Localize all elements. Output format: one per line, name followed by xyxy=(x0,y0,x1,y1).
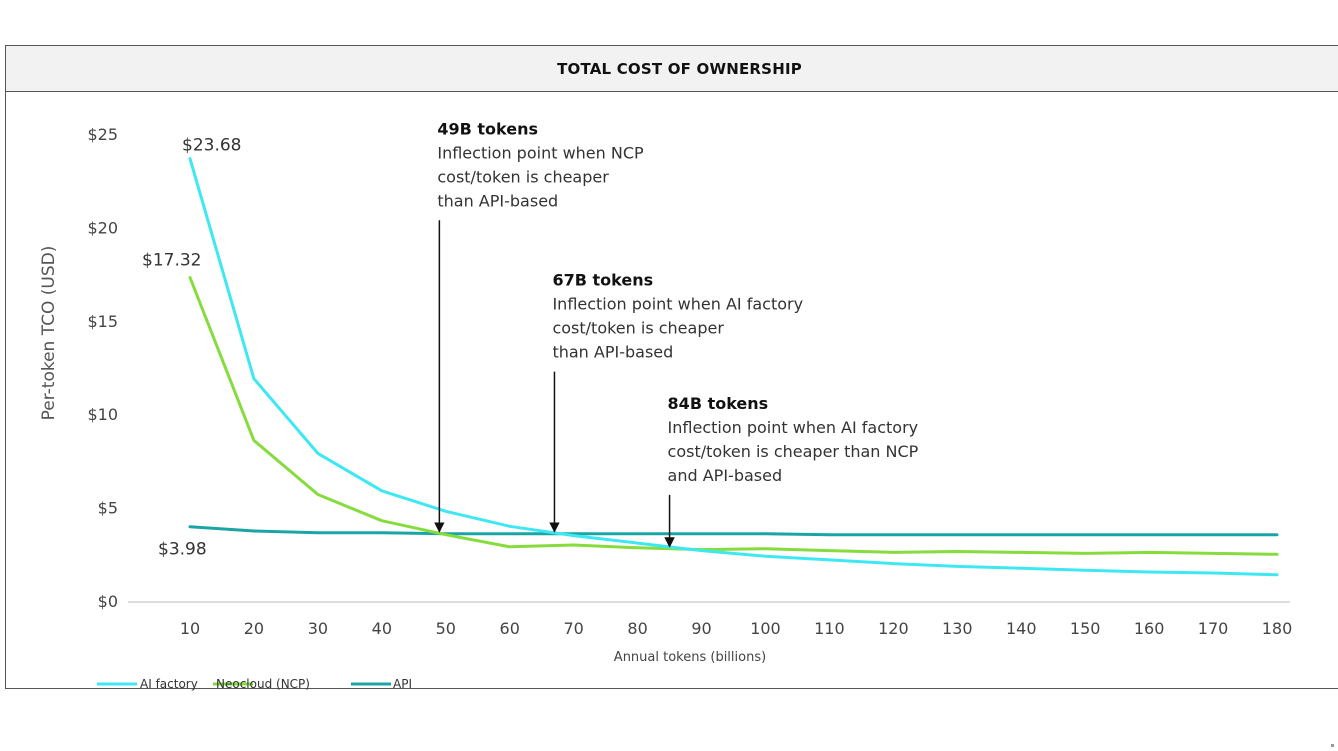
x-tick-label: 150 xyxy=(1070,619,1101,638)
ann-67b-line: cost/token is cheaper xyxy=(552,319,724,338)
ann-84b-line: and API-based xyxy=(668,466,783,485)
corner-mark xyxy=(1331,744,1334,747)
chart-frame: TOTAL COST OF OWNERSHIP xyxy=(5,45,1338,689)
x-tick-label: 20 xyxy=(244,619,264,638)
data-label-ai-start: $23.68 xyxy=(182,136,241,156)
series-line-ai_factory xyxy=(188,157,1279,577)
y-tick-label: $15 xyxy=(87,312,118,331)
x-tick-label: 120 xyxy=(878,619,909,638)
legend-label-neocloud: Neocloud (NCP) xyxy=(216,677,310,691)
data-label-ncp-start: $17.32 xyxy=(142,250,201,270)
ann-49b-title: 49B tokens xyxy=(437,119,538,138)
x-tick-label: 50 xyxy=(436,619,456,638)
ann-84b-line: Inflection point when AI factory xyxy=(668,418,919,437)
x-tick-label: 30 xyxy=(308,619,328,638)
x-tick-label: 40 xyxy=(372,619,392,638)
data-label-api-start: $3.98 xyxy=(158,540,207,560)
ann-49b-line: than API-based xyxy=(437,191,558,210)
series-line-api xyxy=(188,525,1279,537)
ann-49b-line: cost/token is cheaper xyxy=(437,167,609,186)
ann-67b-line: than API-based xyxy=(552,343,673,362)
y-tick-label: $10 xyxy=(87,405,118,424)
x-tick-label: 100 xyxy=(750,619,781,638)
y-tick-label: $5 xyxy=(98,499,118,518)
ann-49b-line: Inflection point when NCP xyxy=(437,143,644,162)
x-tick-label: 110 xyxy=(814,619,845,638)
y-tick-label: $25 xyxy=(87,125,118,144)
x-tick-label: 170 xyxy=(1198,619,1229,638)
x-tick-label: 70 xyxy=(563,619,583,638)
x-tick-label: 60 xyxy=(500,619,520,638)
x-axis-title: Annual tokens (billions) xyxy=(614,650,766,665)
x-tick-label: 130 xyxy=(942,619,973,638)
x-tick-label: 10 xyxy=(180,619,200,638)
chart-title: TOTAL COST OF OWNERSHIP xyxy=(6,46,1338,92)
x-tick-label: 160 xyxy=(1134,619,1165,638)
x-tick-label: 180 xyxy=(1262,619,1293,638)
y-axis-title: Per-token TCO (USD) xyxy=(39,246,59,421)
ann-84b-line: cost/token is cheaper than NCP xyxy=(668,442,919,461)
ann-67b-line: Inflection point when AI factory xyxy=(552,295,803,314)
ann-67b-title: 67B tokens xyxy=(552,271,653,290)
legend-label-api: API xyxy=(393,677,412,691)
legend-label-ai_factory: AI factory xyxy=(140,677,198,691)
y-tick-label: $20 xyxy=(87,218,118,237)
x-tick-label: 90 xyxy=(691,619,711,638)
series-line-neocloud xyxy=(188,276,1279,556)
x-tick-label: 140 xyxy=(1006,619,1037,638)
x-tick-label: 80 xyxy=(627,619,647,638)
y-tick-label: $0 xyxy=(98,592,118,611)
ann-84b-title: 84B tokens xyxy=(668,394,769,413)
